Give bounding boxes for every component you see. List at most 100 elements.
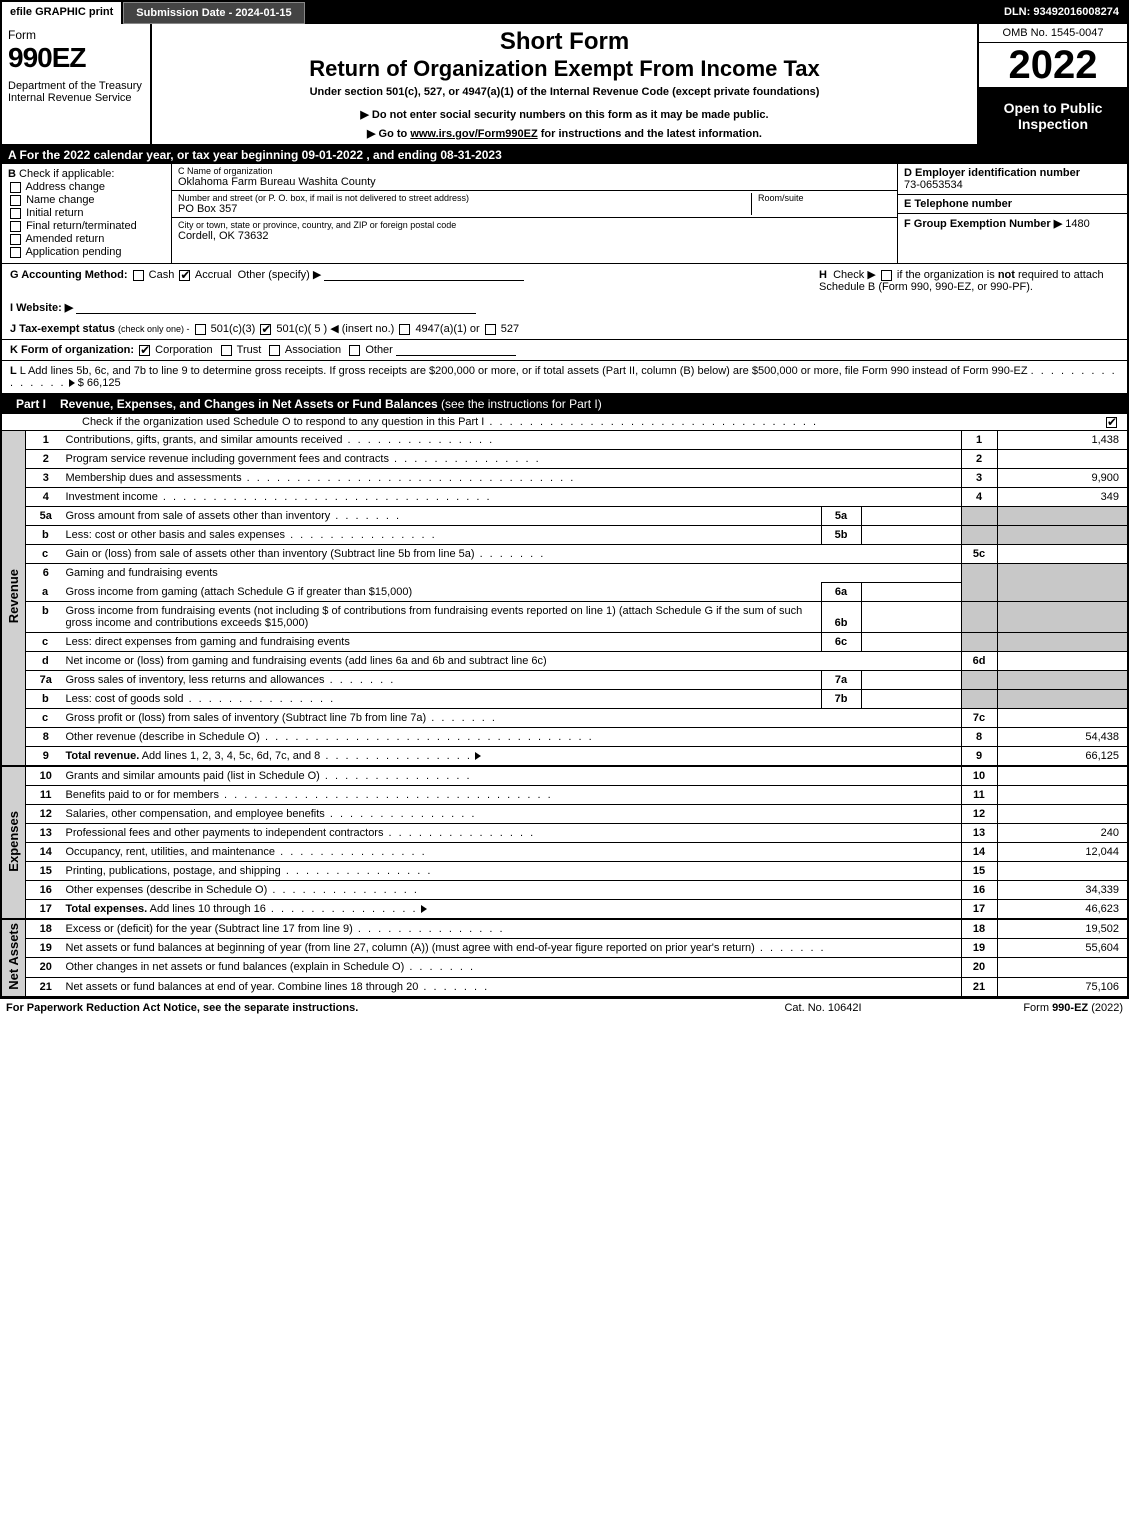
- chk-initial-return[interactable]: Initial return: [8, 207, 165, 219]
- section-j: J Tax-exempt status (check only one) - 5…: [2, 318, 1127, 340]
- section-g-h: G Accounting Method: Cash Accrual Other …: [2, 264, 1127, 297]
- other-blank[interactable]: [324, 269, 524, 281]
- irs-link[interactable]: www.irs.gov/Form990EZ: [410, 128, 537, 140]
- triangle-icon: [69, 379, 75, 387]
- short-form-title: Short Form: [160, 28, 969, 56]
- line-6b-val[interactable]: [861, 602, 961, 633]
- triangle-icon: [475, 752, 481, 760]
- cash-label: Cash: [149, 269, 175, 281]
- efile-label[interactable]: efile GRAPHIC print: [2, 2, 123, 24]
- chk-4947[interactable]: [399, 324, 410, 335]
- dln-label: DLN: 93492016008274: [996, 2, 1127, 24]
- other-label: Other (specify) ▶: [238, 269, 322, 281]
- line-13: 13 Professional fees and other payments …: [2, 824, 1127, 843]
- line-6c-val[interactable]: [861, 633, 961, 652]
- line-10: Expenses 10 Grants and similar amounts p…: [2, 766, 1127, 786]
- ssn-warning: ▶ Do not enter social security numbers o…: [160, 108, 969, 121]
- chk-amended[interactable]: Amended return: [8, 233, 165, 245]
- address-label: Number and street (or P. O. box, if mail…: [178, 193, 751, 203]
- line-8: 8 Other revenue (describe in Schedule O)…: [2, 728, 1127, 747]
- section-h: H Check ▶ if the organization is not req…: [819, 268, 1119, 293]
- line-5b-val[interactable]: [861, 526, 961, 545]
- submission-date: Submission Date - 2024-01-15: [123, 2, 304, 24]
- chk-501c[interactable]: [260, 324, 271, 335]
- section-k: K Form of organization: Corporation Trus…: [2, 340, 1127, 361]
- line-2: 2 Program service revenue including gove…: [2, 450, 1127, 469]
- form-word: Form: [8, 28, 144, 42]
- website-blank[interactable]: [76, 302, 476, 314]
- chk-corporation[interactable]: [139, 345, 150, 356]
- page-footer: For Paperwork Reduction Act Notice, see …: [0, 999, 1129, 1017]
- line-18: Net Assets 18 Excess or (deficit) for th…: [2, 919, 1127, 939]
- j-sub: (check only one) -: [118, 324, 190, 334]
- line-14: 14 Occupancy, rent, utilities, and maint…: [2, 843, 1127, 862]
- spacer: [305, 2, 996, 24]
- line-7b-val[interactable]: [861, 690, 961, 709]
- group-value: 1480: [1065, 218, 1089, 230]
- chk-accrual[interactable]: [179, 270, 190, 281]
- cat-number: Cat. No. 10642I: [723, 1002, 923, 1014]
- city-label: City or town, state or province, country…: [178, 220, 456, 230]
- line-16: 16 Other expenses (describe in Schedule …: [2, 881, 1127, 900]
- section-c: C Name of organization Oklahoma Farm Bur…: [172, 164, 897, 263]
- chk-association[interactable]: [269, 345, 280, 356]
- opt-trust: Trust: [237, 344, 262, 356]
- chk-cash[interactable]: [133, 270, 144, 281]
- subtitle: Under section 501(c), 527, or 4947(a)(1)…: [160, 86, 969, 98]
- header-right: OMB No. 1545-0047 2022 Open to Public In…: [977, 24, 1127, 144]
- ein-label: D Employer identification number: [904, 167, 1121, 179]
- line-6d: d Net income or (loss) from gaming and f…: [2, 652, 1127, 671]
- top-bar: efile GRAPHIC print Submission Date - 20…: [2, 2, 1127, 24]
- other-org-blank[interactable]: [396, 344, 516, 356]
- address-row: Number and street (or P. O. box, if mail…: [172, 191, 897, 218]
- line-5a-val[interactable]: [861, 507, 961, 526]
- chk-final-return[interactable]: Final return/terminated: [8, 220, 165, 232]
- chk-527[interactable]: [485, 324, 496, 335]
- chk-pending[interactable]: Application pending: [8, 246, 165, 258]
- org-name-value: Oklahoma Farm Bureau Washita County: [178, 176, 376, 188]
- form-page: efile GRAPHIC print Submission Date - 20…: [0, 0, 1129, 999]
- line-6a: a Gross income from gaming (attach Sched…: [2, 583, 1127, 602]
- group-exemption-cell: F Group Exemption Number ▶ 1480: [898, 214, 1127, 263]
- chk-501c3[interactable]: [195, 324, 206, 335]
- opt-4947: 4947(a)(1) or: [415, 323, 479, 335]
- line-6c: c Less: direct expenses from gaming and …: [2, 633, 1127, 652]
- line-12: 12 Salaries, other compensation, and emp…: [2, 805, 1127, 824]
- part-1-note: Check if the organization used Schedule …: [2, 414, 1127, 431]
- line-6a-val[interactable]: [861, 583, 961, 602]
- chk-schedule-o[interactable]: [1106, 417, 1117, 428]
- opt-527: 527: [501, 323, 519, 335]
- line-17: 17 Total expenses. Add lines 10 through …: [2, 900, 1127, 920]
- h-check-text: Check ▶: [833, 269, 876, 281]
- line-6b: b Gross income from fundraising events (…: [2, 602, 1127, 633]
- expenses-side-label: Expenses: [2, 766, 26, 919]
- line-19: 19 Net assets or fund balances at beginn…: [2, 939, 1127, 958]
- chk-schedule-b[interactable]: [881, 270, 892, 281]
- chk-address-change[interactable]: Address change: [8, 181, 165, 193]
- chk-name-change[interactable]: Name change: [8, 194, 165, 206]
- chk-trust[interactable]: [221, 345, 232, 356]
- b-check-label: Check if applicable:: [19, 168, 114, 180]
- form-footer-label: Form 990-EZ (2022): [923, 1002, 1123, 1014]
- group-label: F Group Exemption Number ▶: [904, 218, 1062, 230]
- part-label: Part I: [10, 397, 52, 411]
- line-5c: c Gain or (loss) from sale of assets oth…: [2, 545, 1127, 564]
- i-label: I Website: ▶: [10, 302, 73, 314]
- goto-post: for instructions and the latest informat…: [538, 128, 762, 140]
- h-label: H: [819, 269, 827, 281]
- ein-cell: D Employer identification number 73-0653…: [898, 164, 1127, 195]
- triangle-icon: [421, 905, 427, 913]
- line-7a-val[interactable]: [861, 671, 961, 690]
- line-6: 6 Gaming and fundraising events: [2, 564, 1127, 583]
- net-assets-side-label: Net Assets: [2, 919, 26, 996]
- l-text: L Add lines 5b, 6c, and 7b to line 9 to …: [20, 365, 1028, 377]
- chk-other-org[interactable]: [349, 345, 360, 356]
- line-5a: 5a Gross amount from sale of assets othe…: [2, 507, 1127, 526]
- part-paren: (see the instructions for Part I): [441, 397, 602, 411]
- open-inspection: Open to Public Inspection: [979, 87, 1127, 144]
- section-i: I Website: ▶: [2, 297, 1127, 318]
- city-row: City or town, state or province, country…: [172, 218, 897, 244]
- header-center: Short Form Return of Organization Exempt…: [152, 24, 977, 144]
- room-label: Room/suite: [758, 193, 891, 203]
- l-amount: $ 66,125: [78, 377, 121, 389]
